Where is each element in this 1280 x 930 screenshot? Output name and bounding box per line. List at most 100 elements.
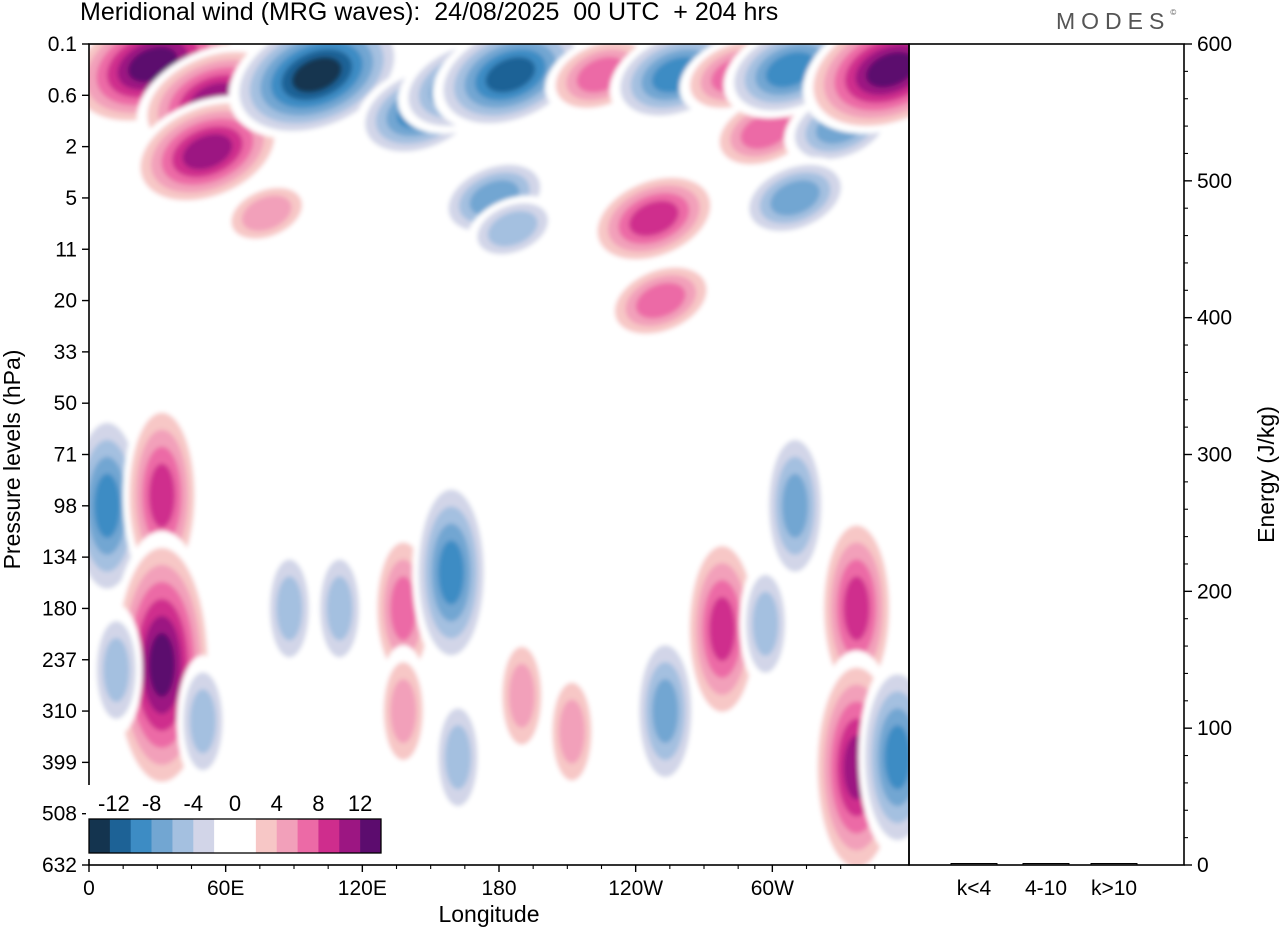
y-tick-label: 71 bbox=[54, 444, 77, 467]
wind-contour-f25-l3 bbox=[276, 576, 303, 641]
legend-swatch bbox=[89, 819, 111, 853]
wind-contour-f36-l4 bbox=[782, 473, 809, 538]
wind-contour-f4-l7 bbox=[291, 57, 342, 93]
y-tick-label: 180 bbox=[42, 597, 77, 620]
x-tick-label: 180 bbox=[481, 877, 516, 900]
energy-bar-1 bbox=[1022, 863, 1070, 866]
y-tick-label: 399 bbox=[42, 751, 77, 774]
energy-category-label: k>10 bbox=[1091, 877, 1137, 900]
y-tick-label: 98 bbox=[54, 495, 77, 518]
legend-swatch bbox=[235, 819, 257, 853]
energy-tick-label: 400 bbox=[1197, 307, 1232, 330]
y-tick-label: 2 bbox=[65, 136, 77, 159]
wind-contour-f23-l3 bbox=[103, 638, 130, 702]
legend-label: -12 bbox=[98, 791, 130, 816]
y-tick-label: 5 bbox=[65, 187, 77, 210]
y-tick-label: 237 bbox=[42, 649, 77, 672]
y-tick-label: 50 bbox=[54, 392, 77, 415]
wind-contour-f16-l5 bbox=[765, 51, 816, 88]
brand-text: MODES bbox=[1056, 8, 1171, 34]
wind-contour-f15-l4 bbox=[740, 113, 791, 149]
energy-panel-frame bbox=[908, 43, 1185, 866]
x-axis-title: Longitude bbox=[438, 901, 539, 927]
legend-swatch bbox=[255, 819, 278, 853]
wind-contour-f20-l5 bbox=[94, 473, 121, 538]
wind-contour-f31-l3 bbox=[508, 663, 535, 728]
energy-category-label: 4-10 bbox=[1025, 877, 1067, 900]
y-tick-label: 11 bbox=[55, 238, 77, 261]
wind-contour-f34-l5 bbox=[709, 597, 736, 661]
y-tick-label: 33 bbox=[54, 341, 77, 364]
legend-label: 12 bbox=[348, 791, 372, 816]
y-tick-label: 20 bbox=[54, 290, 77, 313]
wind-contour-f39-l5 bbox=[884, 725, 909, 790]
legend-swatch bbox=[151, 819, 173, 853]
chart-title: Meridional wind (MRG waves): 24/08/2025 … bbox=[80, 0, 779, 26]
wind-contour-f29-l5 bbox=[438, 540, 465, 605]
energy-tick-label: 200 bbox=[1197, 580, 1232, 603]
wind-contour-f28-l3 bbox=[390, 679, 417, 744]
energy-bar-2 bbox=[1090, 863, 1138, 866]
wind-contour-f18-l4 bbox=[770, 180, 820, 216]
legend-frame bbox=[88, 818, 382, 854]
legend-label: -8 bbox=[142, 791, 162, 816]
wind-contour-f7-l6 bbox=[485, 57, 536, 93]
legend-swatch bbox=[109, 819, 132, 853]
wind-contour-f24-l3 bbox=[189, 689, 216, 754]
wind-contour-f32-l3 bbox=[558, 699, 585, 764]
wind-contour-f2-l6 bbox=[182, 134, 233, 170]
x-tick-label: 120E bbox=[338, 877, 387, 900]
energy-tick-label: 500 bbox=[1197, 170, 1232, 193]
wind-contour-f22-l7 bbox=[148, 632, 175, 697]
x-tick-label: 60E bbox=[207, 877, 244, 900]
wind-contour-f12-l4 bbox=[635, 282, 686, 319]
energy-category-label: k<4 bbox=[957, 877, 992, 900]
y-tick-label: 134 bbox=[42, 546, 77, 569]
energy-tick-label: 100 bbox=[1197, 717, 1232, 740]
y-axis-title: Pressure levels (hPa) bbox=[0, 350, 25, 570]
energy-bar-0 bbox=[950, 863, 998, 866]
legend-swatch bbox=[339, 819, 361, 853]
y-tick-label: 310 bbox=[42, 700, 77, 723]
legend-label: 0 bbox=[229, 791, 241, 816]
y-tick-label: 0.6 bbox=[48, 84, 77, 107]
wind-contour-f9-l3 bbox=[487, 210, 538, 247]
legend-label: -4 bbox=[184, 791, 204, 816]
wind-contour-f35-l3 bbox=[752, 591, 779, 656]
brand-logo: MODES© bbox=[1056, 8, 1176, 35]
x-tick-label: 120W bbox=[608, 877, 663, 900]
energy-tick-label: 600 bbox=[1197, 33, 1232, 56]
x-tick-label: 0 bbox=[83, 877, 95, 900]
legend-swatch bbox=[214, 819, 236, 853]
y-tick-label: 632 bbox=[42, 854, 77, 877]
y-tick-label: 508 bbox=[42, 803, 77, 826]
wind-contour-f27-l4 bbox=[390, 576, 417, 641]
legend-swatch bbox=[360, 819, 382, 853]
legend-label: 4 bbox=[271, 791, 283, 816]
wind-contour-f3-l3 bbox=[241, 195, 292, 232]
wind-contour-f11-l5 bbox=[629, 200, 679, 237]
legend-swatch bbox=[130, 819, 152, 853]
wind-contour-f33-l4 bbox=[652, 679, 679, 744]
legend-swatch bbox=[172, 819, 194, 853]
legend-swatch bbox=[297, 819, 319, 853]
wind-contour-f21-l5 bbox=[148, 463, 175, 528]
brand-copyright-mark: © bbox=[1170, 8, 1177, 17]
energy-tick-label: 300 bbox=[1197, 444, 1232, 467]
y-tick-label: 0.1 bbox=[48, 33, 77, 56]
legend-swatch bbox=[276, 819, 298, 853]
wind-contour-f37-l5 bbox=[843, 576, 870, 641]
wind-contour-f26-l3 bbox=[326, 576, 353, 641]
legend-swatch bbox=[318, 819, 340, 853]
wind-contour-f30-l3 bbox=[445, 725, 471, 790]
energy-tick-label: 0 bbox=[1197, 854, 1209, 877]
plot-axes: 0.1 0.6 2 5 11 20 33 50 71 98 134 180 237 310 399 508 63… bbox=[0, 33, 1279, 927]
x-tick-label: 60W bbox=[751, 877, 794, 900]
legend-swatch bbox=[193, 819, 215, 853]
wind-contour-f19-l7 bbox=[865, 51, 909, 88]
legend-label: 8 bbox=[312, 791, 324, 816]
colorbar-legend: -12 -8 -4 0 4 8 12 bbox=[86, 785, 384, 859]
energy-axis-title: Energy (J/kg) bbox=[1253, 406, 1279, 543]
wind-field bbox=[89, 44, 909, 865]
